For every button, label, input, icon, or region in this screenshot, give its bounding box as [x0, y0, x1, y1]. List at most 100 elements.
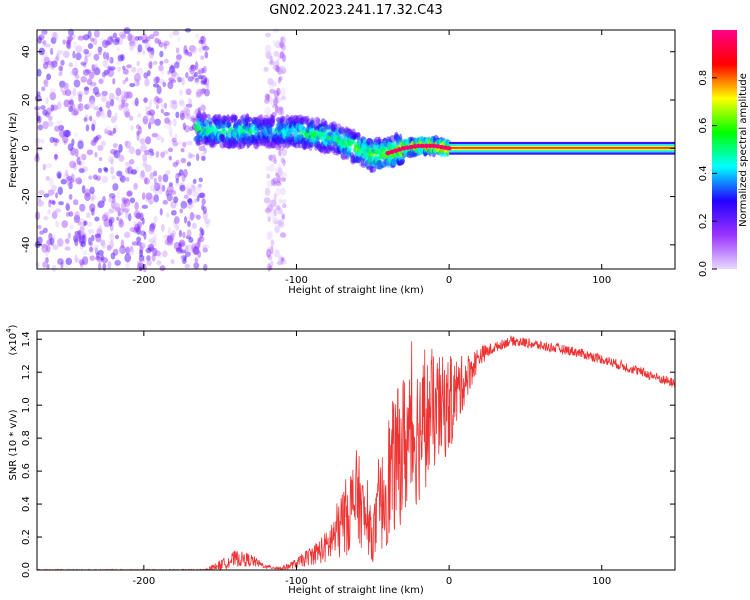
noise-cell — [36, 68, 42, 77]
noise-cell — [62, 39, 66, 45]
noise-cell — [185, 113, 192, 120]
noise-cell — [87, 30, 92, 39]
noise-cell — [146, 70, 151, 77]
noise-cell — [69, 98, 74, 108]
noise-cell — [108, 66, 116, 71]
noise-strip-cell — [278, 221, 285, 229]
noise-cell — [110, 157, 114, 165]
noise-cell — [187, 151, 193, 160]
noise-cell — [112, 142, 118, 149]
noise-cell — [107, 155, 115, 164]
noise-cell — [89, 186, 95, 195]
noise-cell — [129, 197, 136, 204]
noise-cell — [64, 238, 70, 244]
noise-cell — [191, 191, 199, 197]
noise-cell — [77, 221, 83, 226]
noise-cell — [74, 230, 81, 236]
noise-cell — [175, 57, 181, 65]
noise-cell — [85, 124, 90, 132]
noise-cell — [71, 110, 79, 116]
noise-strip-cell — [280, 111, 285, 117]
noise-strip-cell — [274, 225, 280, 234]
noise-cell — [142, 97, 149, 103]
noise-cell — [100, 239, 106, 247]
noise-cell — [109, 56, 114, 64]
noise-cell — [158, 78, 165, 84]
noise-cell — [191, 243, 197, 252]
noise-cell — [170, 64, 175, 71]
noise-cell — [47, 120, 54, 127]
noise-cell — [133, 78, 140, 88]
noise-strip-cell — [278, 41, 283, 48]
noise-cell — [87, 228, 95, 235]
colorbar-tick-label: 0.6 — [698, 118, 709, 134]
noise-cell — [104, 40, 111, 46]
noise-strip-cell — [279, 64, 286, 72]
noise-cell — [155, 151, 160, 158]
noise-cell — [156, 97, 161, 105]
noise-cell — [91, 207, 95, 216]
noise-cell — [125, 262, 130, 270]
noise-strip-cell — [280, 44, 287, 51]
noise-cell — [41, 28, 46, 37]
noise-strip-cell — [280, 177, 287, 183]
noise-cell — [88, 71, 95, 80]
noise-strip-cell — [281, 213, 285, 220]
noise-cell — [168, 32, 173, 38]
noise-cell — [144, 136, 151, 146]
noise-cell — [116, 59, 122, 66]
noise-cell — [186, 216, 191, 226]
noise-cell — [132, 227, 138, 234]
signal-cell — [400, 158, 406, 164]
noise-cell — [94, 92, 101, 98]
noise-cell — [126, 92, 132, 99]
noise-cell — [197, 74, 204, 80]
noise-cell — [122, 65, 126, 71]
noise-cell — [179, 184, 186, 192]
noise-cell — [64, 246, 71, 251]
noise-cell — [46, 61, 53, 66]
noise-cell — [114, 202, 121, 211]
noise-strip-cell — [272, 217, 279, 225]
noise-cell — [94, 247, 98, 255]
noise-cell — [157, 252, 165, 259]
noise-cell — [46, 239, 53, 246]
noise-cell — [56, 50, 64, 55]
noise-cell — [189, 69, 195, 75]
noise-cell — [174, 216, 180, 225]
noise-cell — [118, 143, 123, 153]
noise-cell — [192, 64, 196, 73]
noise-cell — [179, 254, 186, 261]
noise-cell — [81, 153, 87, 161]
noise-cell — [125, 140, 131, 149]
noise-cell — [175, 47, 180, 54]
noise-cell — [162, 81, 167, 88]
noise-cell — [89, 240, 93, 247]
noise-cell — [41, 57, 47, 64]
noise-cell — [106, 129, 113, 136]
noise-cell — [109, 99, 115, 107]
noise-cell — [67, 35, 73, 42]
noise-strip-cell — [277, 175, 281, 184]
noise-cell — [42, 40, 47, 45]
noise-cell — [144, 149, 152, 156]
noise-cell — [174, 224, 180, 231]
noise-strip-cell — [277, 76, 282, 84]
noise-cell — [160, 151, 165, 158]
noise-cell — [135, 226, 141, 235]
noise-cell — [130, 169, 137, 175]
noise-cell — [191, 201, 195, 207]
noise-cell — [198, 177, 203, 183]
noise-cell — [146, 47, 154, 52]
noise-cell — [81, 232, 87, 237]
noise-cell — [77, 178, 83, 185]
noise-cell — [182, 111, 187, 116]
noise-cell — [198, 145, 206, 152]
noise-cell — [190, 64, 195, 70]
noise-cell — [49, 136, 55, 143]
noise-cell — [129, 227, 136, 233]
noise-cell — [42, 80, 48, 85]
noise-cell — [146, 111, 152, 116]
noise-cell — [203, 147, 207, 154]
noise-strip-cell — [274, 96, 280, 105]
